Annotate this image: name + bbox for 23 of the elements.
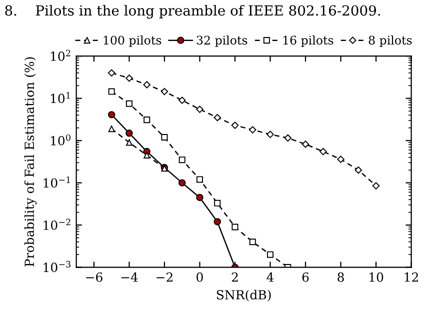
x-tick-label: 2 <box>232 272 238 282</box>
x-tick-label: 0 <box>196 272 203 282</box>
legend-label: 8 pilots <box>368 35 412 47</box>
y-tick-label: 10$^{1}$ <box>50 92 70 104</box>
x-tick-label: −2 <box>156 272 172 282</box>
y-tick-label: 10$^{0}$ <box>50 134 70 146</box>
x-tick-label: −4 <box>121 272 138 282</box>
x-tick-label: 12 <box>404 272 418 282</box>
x-tick-label: 4 <box>266 272 274 282</box>
x-tick-label: 6 <box>302 272 309 282</box>
x-axis-title: SNR(dB) <box>216 290 271 302</box>
text: 8. Pilots in the long preamble of IEEE 802.16-2009. <box>5 4 380 19</box>
x-tick-label: 8 <box>338 272 344 282</box>
legend-label: 100 pilots <box>104 35 162 47</box>
y-axis-title: Probability of Fail Estimation (%) <box>24 57 37 266</box>
legend-label: 32 pilots <box>196 35 248 47</box>
y-tick-label: 10$^{2}$ <box>50 50 70 61</box>
legend-label: 16 pilots <box>283 35 334 47</box>
x-tick-label: 10 <box>370 272 384 282</box>
y-tick-label: 10$^{−3}$ <box>44 260 70 272</box>
y-tick-label: 10$^{−1}$ <box>44 176 70 188</box>
y-tick-label: 10$^{−2}$ <box>44 218 70 230</box>
x-tick-label: −6 <box>86 272 102 282</box>
